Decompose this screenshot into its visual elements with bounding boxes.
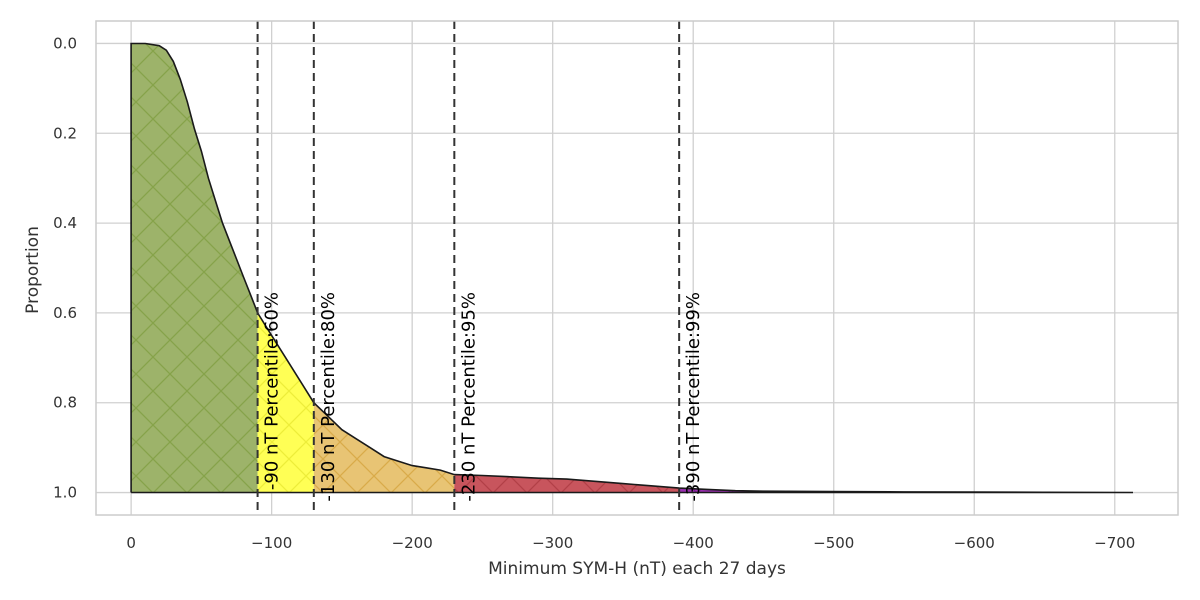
y-tick-label: 0.2 <box>53 124 77 142</box>
x-tick-label: −700 <box>1094 534 1135 552</box>
percentile-label: -130 nT Percentile:80% <box>318 292 339 502</box>
y-tick-label: 0.0 <box>53 34 77 52</box>
y-tick-label: 0.6 <box>53 304 77 322</box>
y-axis-title: Proportion <box>23 226 43 314</box>
y-tick-labels: 0.0 0.2 0.4 0.6 0.8 1.0 <box>53 34 77 501</box>
percentile-label: -90 nT Percentile:60% <box>262 292 283 490</box>
x-tick-label: −200 <box>392 534 433 552</box>
cdf-curve-line <box>130 42 1134 494</box>
x-axis-title: Minimum SYM-H (nT) each 27 days <box>488 559 786 579</box>
x-tick-label: −600 <box>954 534 995 552</box>
region-area <box>454 474 680 493</box>
x-tick-label: −300 <box>532 534 573 552</box>
x-tick-label: 0 <box>126 534 136 552</box>
x-tick-labels: 0 −100 −200 −300 −400 −500 −600 −700 <box>126 534 1135 552</box>
percentile-lines: -90 nT Percentile:60% -130 nT Percentile:… <box>256 21 704 515</box>
region-area <box>313 402 455 493</box>
x-tick-label: −400 <box>673 534 714 552</box>
x-tick-label: −100 <box>251 534 292 552</box>
plot-frame <box>95 20 1179 516</box>
region-area <box>131 43 258 493</box>
y-tick-label: 0.4 <box>53 214 77 232</box>
y-tick-label: 1.0 <box>53 484 77 502</box>
area-regions <box>131 43 1133 493</box>
region-area <box>257 312 314 493</box>
y-tick-label: 0.8 <box>53 394 77 412</box>
x-tick-label: −500 <box>813 534 854 552</box>
percentile-label: -230 nT Percentile:95% <box>458 292 479 502</box>
percentile-label: -390 nT Percentile:99% <box>683 292 704 502</box>
